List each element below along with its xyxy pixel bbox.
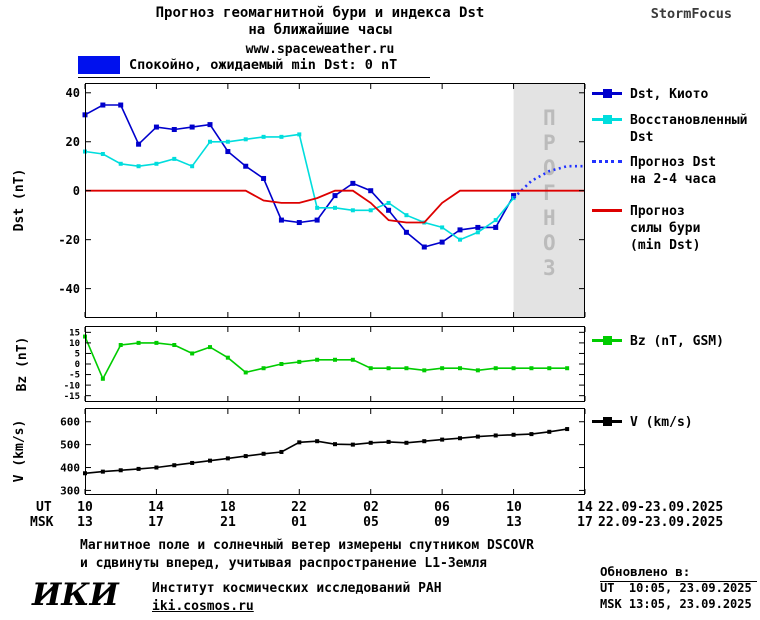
- msk-tick-label: 13: [506, 515, 522, 530]
- msk-axis-name: MSK: [30, 515, 54, 530]
- status-color-box: [78, 56, 120, 74]
- ut-date-range: 22.09-23.09.2025: [598, 500, 724, 515]
- ut-tick-label: 14: [148, 500, 164, 515]
- legend-label: Dst, Киото: [630, 87, 709, 102]
- title-line2: на ближайшие часы: [248, 22, 392, 38]
- svg-text:Н: Н: [543, 206, 556, 230]
- status-text: Спокойно, ожидаемый min Dst: 0 nT: [129, 57, 398, 73]
- msk-date-range: 22.09-23.09.2025: [598, 515, 724, 530]
- ut-tick-label: 02: [363, 500, 379, 515]
- svg-text:Г: Г: [543, 181, 556, 205]
- bz-marker: [592, 336, 622, 345]
- v-marker: [592, 417, 622, 426]
- updated-label: Обновлено в:: [600, 564, 757, 582]
- svg-text:5: 5: [75, 350, 80, 360]
- svg-text:Р: Р: [543, 131, 556, 155]
- updated-msk: MSK 13:05, 23.09.2025: [600, 597, 752, 611]
- legend-storm-strength: Прогноз силы бури (min Dst): [592, 203, 758, 254]
- v-chart: 600 500 400 300: [60, 408, 586, 496]
- updated-ut: UT 10:05, 23.09.2025: [600, 581, 752, 595]
- msk-tick-label: 01: [291, 515, 307, 530]
- legend-label: Восстановленный: [630, 113, 748, 128]
- legend-label: Dst: [630, 130, 654, 145]
- ut-tick-label: 22: [291, 500, 307, 515]
- svg-text:0: 0: [73, 184, 80, 198]
- ut-axis-name: UT: [36, 500, 52, 515]
- ut-tick-label: 10: [77, 500, 93, 515]
- legend-label: (min Dst): [630, 238, 701, 253]
- svg-text:-15: -15: [64, 392, 80, 402]
- svg-text:500: 500: [60, 438, 80, 451]
- legend-v: V (km/s): [592, 414, 758, 431]
- legend-reconstructed-dst: Восстановленный Dst: [592, 112, 758, 146]
- svg-text:400: 400: [60, 461, 80, 474]
- legend-label: Bz (nT, GSM): [630, 334, 724, 349]
- legend-bz: Bz (nT, GSM): [592, 333, 758, 350]
- ut-tick-label: 06: [434, 500, 450, 515]
- msk-tick-label: 13: [77, 515, 93, 530]
- spaceweather-link[interactable]: www.spaceweather.ru: [245, 42, 395, 57]
- footer-note-line1: Магнитное поле и солнечный ветер измерен…: [80, 538, 534, 553]
- svg-text:600: 600: [60, 416, 80, 429]
- title-line1: Прогноз геомагнитной бури и индекса Dst: [155, 5, 485, 21]
- svg-text:15: 15: [69, 328, 80, 338]
- svg-text:-40: -40: [58, 282, 80, 296]
- ut-tick-label: 10: [506, 500, 522, 515]
- svg-text:40: 40: [66, 86, 80, 100]
- legend-label: V (km/s): [630, 415, 693, 430]
- ut-tick-label: 18: [220, 500, 236, 515]
- institute-name: Институт космических исследований РАН: [152, 581, 442, 596]
- dst-axis-label: Dst (nT): [12, 168, 27, 232]
- footer-note-line2: и сдвинуты вперед, учитывая распростране…: [80, 556, 487, 571]
- reconstructed-dst-marker: [592, 115, 622, 124]
- svg-text:0: 0: [75, 360, 80, 370]
- svg-text:З: З: [543, 256, 556, 280]
- svg-text:П: П: [543, 106, 556, 130]
- legend-label: силы бури: [630, 221, 701, 236]
- svg-text:10: 10: [69, 339, 80, 349]
- storm-strength-marker: [592, 209, 622, 212]
- legend-label: на 2-4 часа: [630, 172, 717, 187]
- iki-logo: ИКИ: [32, 577, 119, 613]
- msk-tick-label: 21: [220, 515, 236, 530]
- svg-text:О: О: [543, 231, 556, 255]
- svg-text:-10: -10: [64, 381, 80, 391]
- legend-dst-kyoto: Dst, Киото: [592, 86, 758, 103]
- svg-text:О: О: [543, 156, 556, 180]
- legend-label: Прогноз: [630, 204, 685, 219]
- dst-kyoto-marker: [592, 89, 622, 98]
- svg-text:300: 300: [60, 484, 80, 496]
- page-title: Прогноз геомагнитной бури и индекса Dst …: [40, 5, 600, 58]
- iki-site-link[interactable]: iki.cosmos.ru: [152, 599, 254, 614]
- svg-text:-5: -5: [69, 371, 80, 381]
- msk-tick-label: 09: [434, 515, 450, 530]
- legend-forecast-dst: Прогноз Dst на 2-4 часа: [592, 154, 758, 188]
- forecast-dst-marker: [592, 160, 622, 163]
- brand-label: StormFocus: [650, 6, 732, 22]
- ut-tick-label: 14: [577, 500, 593, 515]
- v-axis-label: V (km/s): [12, 419, 27, 483]
- svg-text:-20: -20: [58, 233, 80, 247]
- msk-tick-label: 05: [363, 515, 379, 530]
- msk-tick-label: 17: [148, 515, 164, 530]
- legend-label: Прогноз Dst: [630, 155, 717, 170]
- status-banner: Спокойно, ожидаемый min Dst: 0 nT: [78, 56, 430, 78]
- msk-tick-label: 17: [577, 515, 593, 530]
- svg-text:20: 20: [66, 135, 80, 149]
